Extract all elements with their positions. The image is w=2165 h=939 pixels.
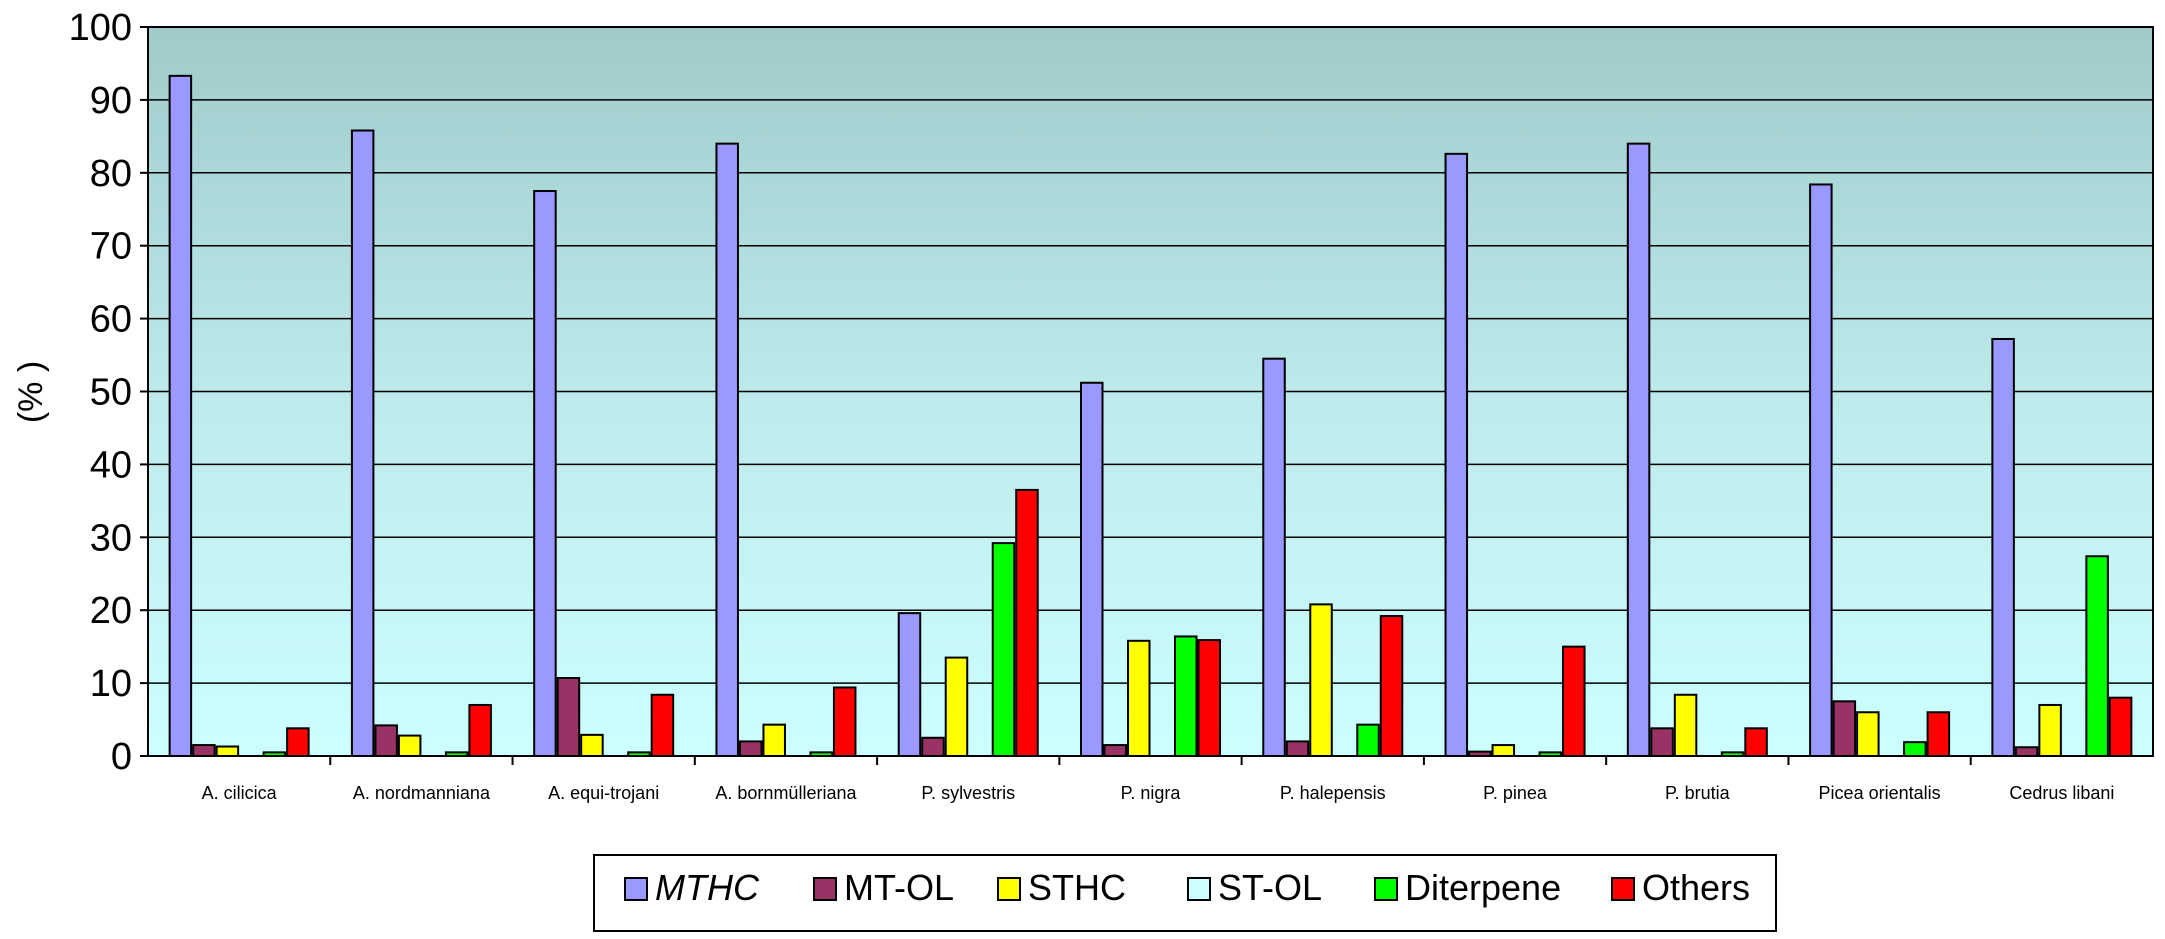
bar-sthc	[397, 734, 422, 758]
bar-others	[1926, 711, 1951, 758]
x-tick-label: A. cilicica	[202, 783, 278, 803]
bar-sthc	[762, 723, 786, 758]
legend-swatch-others	[1611, 877, 1635, 901]
bar-mthc	[1262, 357, 1286, 757]
legend-box	[593, 854, 1777, 932]
legend-label: Others	[1642, 867, 1750, 908]
bar-diterpene	[1538, 751, 1563, 757]
bar-others	[1015, 488, 1039, 757]
bar-diterpene	[627, 751, 651, 757]
bar-mt-ol	[1468, 750, 1492, 757]
bar-mthc	[1809, 183, 1833, 758]
y-tick-label: 100	[69, 7, 132, 49]
bar-others	[468, 703, 492, 757]
bar-mthc	[533, 190, 557, 757]
bar-mthc	[1626, 142, 1651, 757]
bar-others	[832, 686, 857, 757]
x-tick-label: A. nordmanniana	[353, 783, 491, 803]
x-tick-label: P. sylvestris	[921, 783, 1015, 803]
bar-sthc	[1491, 744, 1516, 758]
bar-mt-ol	[374, 724, 398, 758]
legend-label: STHC	[1028, 867, 1126, 908]
bar-sthc	[944, 656, 969, 758]
bar-mt-ol	[2014, 746, 2039, 758]
bar-others	[650, 693, 675, 757]
bar-sthc	[580, 733, 604, 758]
bar-mthc	[1991, 338, 2015, 757]
y-tick-label: 50	[90, 372, 132, 414]
bar-mthc	[350, 129, 375, 757]
legend-label: ST-OL	[1218, 867, 1322, 908]
bar-mthc	[715, 142, 739, 757]
bar-diterpene	[1356, 723, 1380, 758]
bar-diterpene	[262, 751, 287, 757]
bar-diterpene	[1174, 635, 1198, 757]
y-tick-label: 30	[90, 517, 132, 559]
x-tick-label: Picea orientalis	[1819, 783, 1941, 803]
y-tick-label: 20	[90, 590, 132, 632]
bar-diterpene	[1720, 751, 1745, 757]
y-tick-label: 40	[90, 444, 132, 486]
legend-swatch-mt-ol	[813, 877, 837, 901]
y-tick-label: 90	[90, 80, 132, 122]
y-tick-label: 70	[90, 226, 132, 268]
legend-swatch-diterpene	[1374, 877, 1398, 901]
legend-label: MTHC	[655, 867, 760, 908]
bar-mthc	[1080, 381, 1104, 757]
x-tick-label: Cedrus libani	[2009, 783, 2114, 803]
bar-diterpene	[1903, 741, 1927, 757]
bar-mthc	[1444, 152, 1469, 757]
bar-others	[286, 727, 310, 757]
bar-sthc	[215, 745, 240, 758]
y-tick-label: 0	[111, 736, 132, 778]
bar-diterpene	[444, 751, 469, 757]
bar-mt-ol	[921, 736, 945, 758]
bar-diterpene	[2085, 555, 2109, 758]
x-tick-label: P. brutia	[1665, 783, 1731, 803]
legend-label: Diterpene	[1405, 867, 1561, 908]
bar-mthc	[897, 612, 922, 758]
bar-sthc	[1856, 711, 1880, 758]
x-tick-label: P. halepensis	[1280, 783, 1386, 803]
bar-mt-ol	[1832, 700, 1857, 758]
legend-label: MT-OL	[844, 867, 954, 908]
bar-diterpene	[991, 542, 1016, 758]
bar-others	[1744, 727, 1768, 757]
x-tick-label: P. pinea	[1483, 783, 1548, 803]
bar-sthc	[1309, 603, 1333, 757]
x-tick-label: A. equi-trojani	[548, 783, 659, 803]
bar-others	[1197, 639, 1221, 757]
bar-mthc	[168, 74, 193, 757]
x-tick-label: A. bornmülleriana	[715, 783, 857, 803]
legend-swatch-st-ol	[1187, 877, 1211, 901]
legend-swatch-sthc	[997, 877, 1021, 901]
y-axis-label: (% )	[12, 361, 50, 423]
bar-mt-ol	[738, 740, 763, 757]
bar-others	[1562, 645, 1586, 758]
y-tick-label: 60	[90, 299, 132, 341]
bar-mt-ol	[192, 744, 216, 758]
bar-diterpene	[809, 751, 833, 757]
bar-sthc	[1127, 639, 1151, 757]
legend-swatch-mthc	[624, 877, 648, 901]
bar-sthc	[1673, 693, 1698, 757]
bar-mt-ol	[1285, 740, 1310, 757]
x-tick-label: P. nigra	[1121, 783, 1182, 803]
bar-others	[1379, 615, 1404, 757]
y-tick-label: 10	[90, 663, 132, 705]
bar-sthc	[2038, 703, 2062, 757]
bar-mt-ol	[556, 676, 581, 758]
y-tick-label: 80	[90, 153, 132, 195]
bar-others	[2108, 696, 2133, 757]
bar-mt-ol	[1103, 744, 1127, 758]
bar-mt-ol	[1650, 727, 1674, 757]
